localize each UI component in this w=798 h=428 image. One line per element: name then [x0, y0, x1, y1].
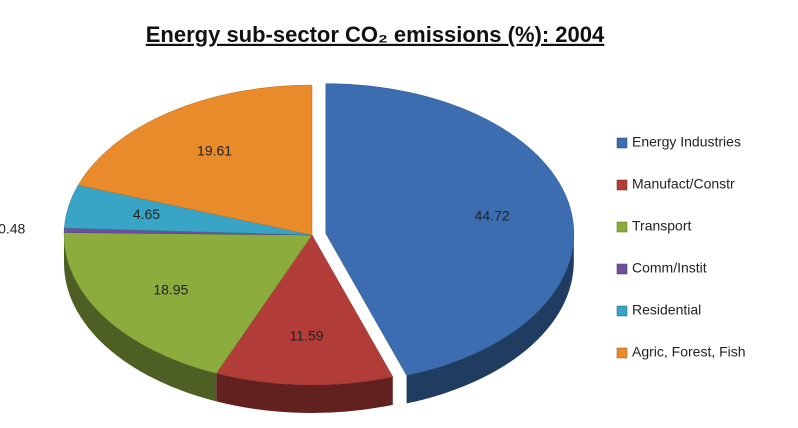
data-label: 19.61	[197, 142, 232, 158]
data-label: 0.48	[0, 221, 26, 237]
slice-side	[64, 235, 217, 402]
legend-swatch	[616, 221, 628, 233]
legend-label: Agric, Forest, Fish	[632, 344, 746, 360]
slice-side	[406, 233, 574, 404]
legend-swatch	[616, 137, 628, 149]
data-label: 44.72	[475, 207, 510, 223]
legend-label: Manufact/Constr	[632, 176, 735, 192]
slice	[63, 232, 313, 374]
legend-swatch	[616, 179, 628, 191]
data-label: 4.65	[133, 206, 160, 222]
slice	[77, 84, 313, 236]
slice	[325, 83, 575, 376]
legend-swatch	[616, 305, 628, 317]
chart-title: Energy sub-sector CO₂ emissions (%): 200…	[146, 22, 605, 47]
slice-side	[216, 373, 393, 413]
legend-label: Energy Industries	[632, 134, 741, 150]
legend-label: Comm/Instit	[632, 260, 707, 276]
slice	[215, 234, 394, 386]
legend-swatch	[616, 263, 628, 275]
legend-label: Residential	[632, 302, 701, 318]
legend-swatch	[616, 347, 628, 359]
data-label: 18.95	[153, 282, 188, 298]
legend-label: Transport	[632, 218, 692, 234]
data-label: 11.59	[290, 328, 324, 344]
